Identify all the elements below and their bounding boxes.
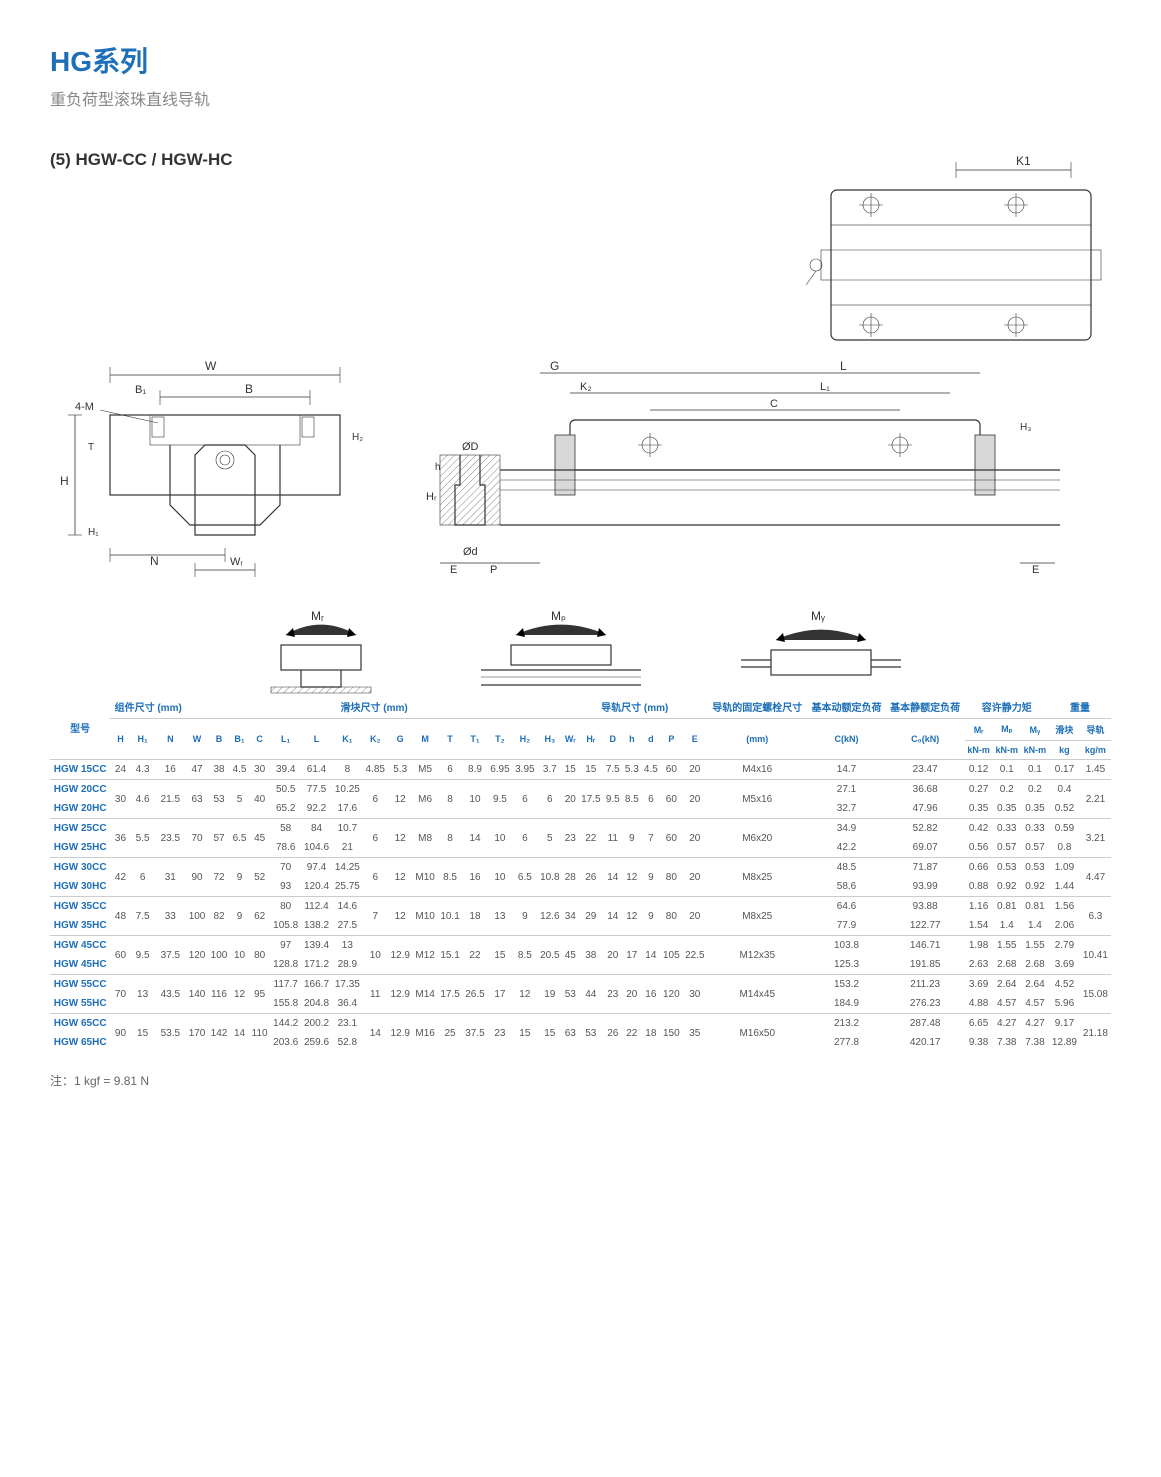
diagram-side-view: G L K₂ L₁ C ØD Hᵣ h H₃ Ød E P E — [420, 355, 1060, 585]
footnote: 注：1 kgf = 9.81 N — [50, 1072, 1111, 1089]
diagram-moment-mp: Mₚ — [471, 605, 651, 695]
svg-text:Hᵣ: Hᵣ — [426, 491, 437, 503]
svg-text:Mᵣ: Mᵣ — [311, 609, 324, 623]
svg-text:Mᵧ: Mᵧ — [811, 609, 825, 623]
diagram-cross-section: W B B₁ 4-M H T H₁ H₂ N Wᵣ — [50, 355, 380, 585]
section-label: (5) HGW-CC / HGW-HC — [50, 150, 233, 170]
svg-text:B: B — [245, 382, 253, 396]
svg-text:N: N — [150, 554, 159, 568]
svg-text:Wᵣ: Wᵣ — [230, 556, 243, 568]
diagram-top-view: K1 — [791, 150, 1111, 350]
series-subtitle: 重负荷型滚珠直线导轨 — [50, 86, 1111, 110]
svg-text:H₂: H₂ — [352, 432, 363, 443]
svg-text:H: H — [60, 474, 69, 488]
svg-text:K₂: K₂ — [580, 381, 592, 393]
svg-text:E: E — [450, 564, 457, 576]
svg-text:4-M: 4-M — [75, 401, 94, 413]
svg-text:ØD: ØD — [462, 441, 479, 453]
svg-text:H₃: H₃ — [1020, 422, 1031, 433]
svg-text:Ød: Ød — [463, 546, 478, 558]
svg-text:P: P — [490, 564, 497, 576]
svg-text:G: G — [550, 359, 559, 373]
svg-text:h: h — [435, 462, 441, 473]
svg-text:K1: K1 — [1016, 154, 1031, 168]
series-title: HG系列 — [50, 40, 1111, 80]
svg-text:L: L — [840, 359, 847, 373]
svg-text:T: T — [88, 442, 94, 453]
svg-text:B₁: B₁ — [135, 384, 146, 396]
svg-text:Mₚ: Mₚ — [551, 609, 566, 623]
diagram-moment-my: Mᵧ — [731, 605, 911, 695]
svg-text:H₁: H₁ — [88, 527, 99, 538]
svg-text:L₁: L₁ — [820, 381, 830, 393]
svg-text:C: C — [770, 398, 778, 410]
diagram-moment-mr: Mᵣ — [251, 605, 391, 695]
spec-table: 型号 组件尺寸 (mm) 滑块尺寸 (mm) 导轨尺寸 (mm) 导轨的固定螺栓… — [50, 695, 1111, 1052]
svg-text:E: E — [1032, 564, 1039, 576]
svg-text:W: W — [205, 359, 217, 373]
